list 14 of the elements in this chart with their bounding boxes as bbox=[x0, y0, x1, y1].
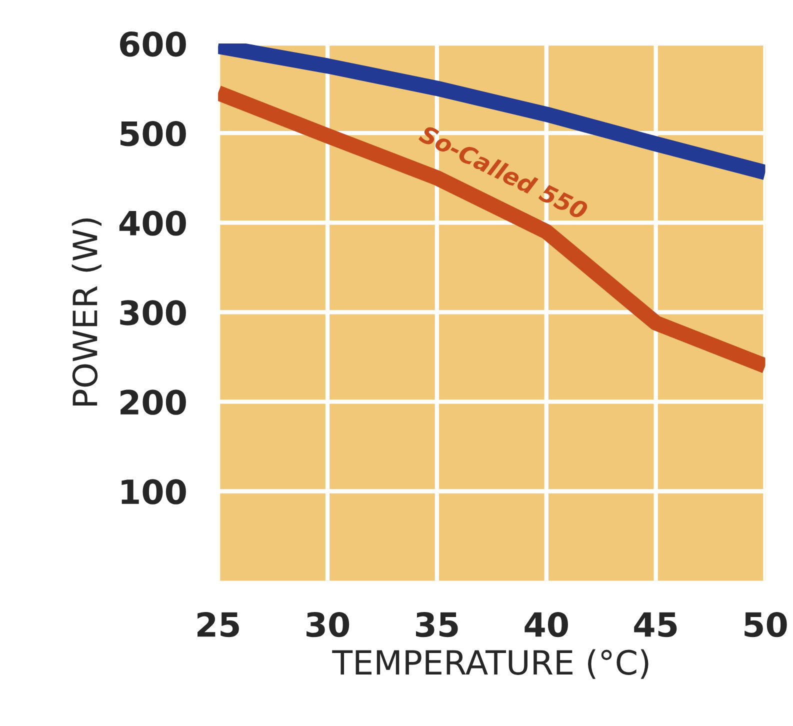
x-tick-label: 40 bbox=[524, 612, 568, 638]
x-tick-label: 25 bbox=[198, 612, 239, 638]
y-tick-label: 200 bbox=[120, 390, 186, 415]
y-tick-label: 100 bbox=[122, 479, 186, 504]
y-tick-label: 600 bbox=[120, 31, 186, 57]
x-tick-label: 50 bbox=[744, 612, 787, 638]
x-axis-title: TEMPERATURE (°C) bbox=[332, 649, 648, 679]
y-tick-label: 400 bbox=[119, 210, 186, 236]
y-axis-title: POWER (W) bbox=[72, 218, 102, 406]
y-tick-label: 500 bbox=[120, 121, 186, 146]
y-tick-label: 300 bbox=[120, 300, 186, 326]
x-tick-label: 30 bbox=[306, 612, 350, 638]
x-tick-label: 45 bbox=[634, 612, 677, 638]
x-tick-label: 35 bbox=[416, 612, 458, 638]
